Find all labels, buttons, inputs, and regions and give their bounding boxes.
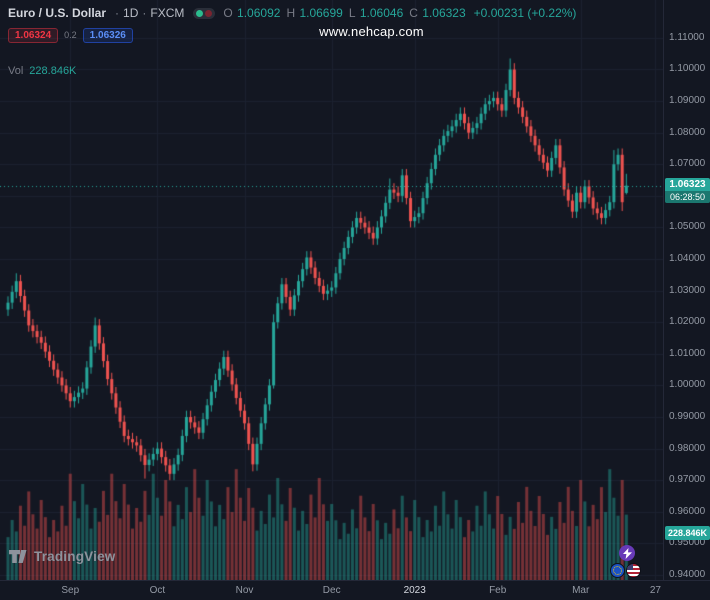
volume-value: 228.846K: [29, 65, 77, 77]
open-label: O: [223, 6, 233, 20]
separator-dot: ·: [142, 6, 147, 20]
currency-pair-flags[interactable]: [610, 563, 642, 578]
buy-price-button[interactable]: 1.06326: [82, 27, 133, 43]
price-tick-label: 1.04000: [669, 253, 706, 265]
legend-row-trade: 1.06324 0.2 1.06326: [8, 27, 576, 43]
high-value-group: H 1.06699: [286, 6, 342, 20]
price-tick-label: 1.05000: [669, 221, 706, 233]
low-value: 1.06046: [359, 6, 404, 20]
time-tick-label: 27: [649, 585, 661, 596]
eu-flag-icon: [610, 563, 625, 578]
time-tick-label: Mar: [572, 585, 590, 596]
tradingview-logo-text: TradingView: [34, 549, 116, 564]
open-value: 1.06092: [237, 6, 281, 20]
price-tick-label: 1.08000: [669, 126, 706, 138]
change-value: +0.00231 (+0.22%): [473, 6, 577, 20]
close-value-group: C 1.06323: [409, 6, 465, 20]
time-axis[interactable]: Sep Oct Nov Dec 2023 Feb Mar 27: [0, 580, 710, 600]
last-price-badge: 1.06323 06:28:50: [665, 178, 710, 204]
spread-value: 0.2: [64, 30, 77, 40]
price-tick-label: 1.09000: [669, 95, 706, 107]
time-tick-label: Feb: [489, 585, 507, 596]
close-value: 1.06323: [422, 6, 466, 20]
close-label: C: [409, 6, 418, 20]
tradingview-logo-icon: [9, 550, 27, 563]
red-dot-icon: [205, 9, 213, 17]
volume-label[interactable]: Vol: [8, 65, 24, 77]
time-tick-label: Dec: [322, 585, 341, 596]
price-tick-label: 1.01000: [669, 347, 706, 359]
price-tick-label: 0.97000: [669, 474, 706, 486]
price-tick-label: 0.99000: [669, 410, 706, 422]
low-value-group: L 1.06046: [349, 6, 403, 20]
lightning-icon[interactable]: [619, 545, 635, 561]
high-label: H: [286, 6, 296, 20]
symbol-title[interactable]: Euro / U.S. Dollar: [8, 6, 107, 20]
price-tick-label: 0.98000: [669, 442, 706, 454]
candlestick-chart[interactable]: [0, 0, 663, 580]
us-flag-icon: [626, 563, 641, 578]
low-label: L: [348, 6, 356, 20]
high-value: 1.06699: [299, 6, 343, 20]
volume-axis-badge: 228.846K: [665, 526, 710, 540]
price-tick-label: 1.11000: [669, 31, 705, 43]
watermark: www.nehcap.com: [319, 24, 424, 39]
sell-price-button[interactable]: 1.06324: [8, 27, 59, 43]
interval-label[interactable]: 1D: [123, 6, 139, 20]
exchange-label[interactable]: FXCM: [150, 6, 185, 20]
price-tick-label: 1.10000: [669, 63, 706, 75]
price-tick-label: 1.03000: [669, 284, 706, 296]
time-tick-label: Nov: [235, 585, 254, 596]
green-dot-icon: [196, 9, 204, 17]
time-tick-label: Oct: [149, 585, 166, 596]
chart-legend: Euro / U.S. Dollar · 1D · FXCM O 1.06092…: [8, 5, 576, 77]
legend-row-volume: Vol 228.846K: [8, 65, 576, 77]
legend-row-main: Euro / U.S. Dollar · 1D · FXCM O 1.06092…: [8, 5, 576, 21]
price-tick-label: 0.96000: [669, 505, 706, 517]
open-value-group: O 1.06092: [223, 6, 280, 20]
market-status-toggle[interactable]: [193, 7, 216, 19]
separator-dot: ·: [115, 6, 120, 20]
price-tick-label: 1.00000: [669, 379, 706, 391]
time-tick-label: 2023: [403, 585, 426, 596]
price-tick-label: 1.02000: [669, 316, 706, 328]
bolt-glyph-icon: [622, 547, 632, 559]
price-tick-label: 0.94000: [669, 568, 706, 580]
price-tick-label: 0.95000: [669, 537, 706, 549]
price-axis[interactable]: 1.06323 06:28:50 228.846K 1.11000 1.10000…: [663, 0, 710, 580]
time-tick-label: Sep: [61, 585, 80, 596]
price-tick-label: 1.07000: [669, 158, 706, 170]
last-price-value: 1.06323: [669, 179, 706, 191]
tradingview-logo[interactable]: TradingView: [9, 549, 115, 564]
bar-countdown: 06:28:50: [665, 191, 710, 204]
